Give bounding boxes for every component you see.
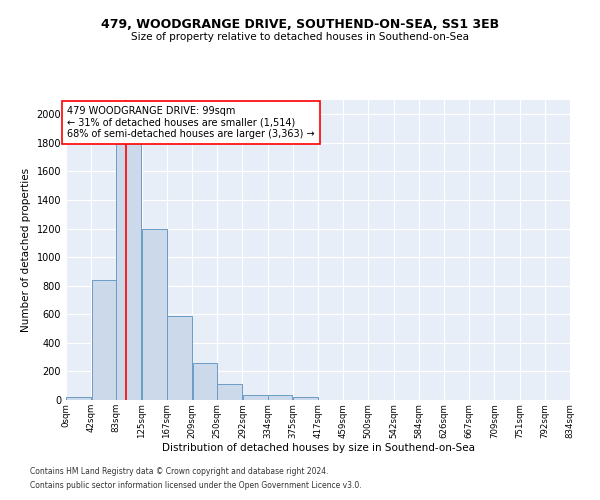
Text: 479, WOODGRANGE DRIVE, SOUTHEND-ON-SEA, SS1 3EB: 479, WOODGRANGE DRIVE, SOUTHEND-ON-SEA, … [101, 18, 499, 30]
Bar [243, 395, 268, 400]
Y-axis label: Number of detached properties: Number of detached properties [21, 168, 31, 332]
Bar [293, 397, 318, 400]
Bar [66, 397, 91, 400]
Bar [116, 117, 141, 400]
Bar [268, 395, 292, 400]
Bar [92, 280, 116, 400]
Text: 479 WOODGRANGE DRIVE: 99sqm
← 31% of detached houses are smaller (1,514)
68% of : 479 WOODGRANGE DRIVE: 99sqm ← 31% of det… [67, 106, 315, 139]
Bar [193, 363, 217, 400]
Text: Contains public sector information licensed under the Open Government Licence v3: Contains public sector information licen… [30, 481, 362, 490]
Text: Contains HM Land Registry data © Crown copyright and database right 2024.: Contains HM Land Registry data © Crown c… [30, 467, 329, 476]
X-axis label: Distribution of detached houses by size in Southend-on-Sea: Distribution of detached houses by size … [161, 443, 475, 453]
Text: Size of property relative to detached houses in Southend-on-Sea: Size of property relative to detached ho… [131, 32, 469, 42]
Bar [142, 228, 167, 400]
Bar [167, 316, 192, 400]
Bar [217, 384, 242, 400]
